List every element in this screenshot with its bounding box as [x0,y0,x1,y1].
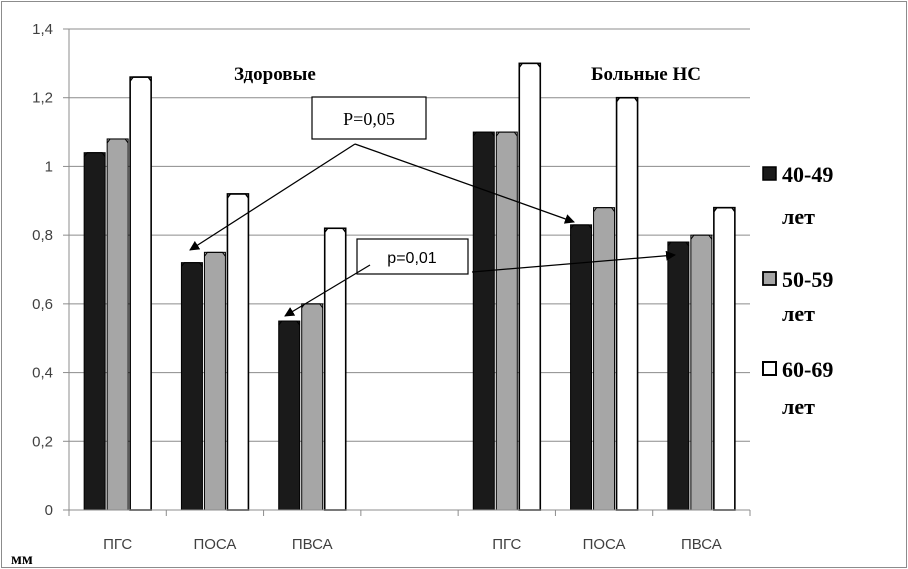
bar-top-edge [83,152,106,157]
x-category-label: ПВСА [292,536,333,553]
legend-label-40-49-line1: 40-49 [782,162,833,187]
bar [615,96,639,511]
y-tick-label: 1,4 [32,21,53,38]
bar-top-edge [593,207,615,212]
bar-top-edge [713,206,736,213]
annotation-p001-arrow-right [471,250,676,273]
x-category-label: ПВСА [681,536,722,553]
legend-label-40-49-line2: лет [782,204,815,229]
legend-label-50-59-line1: 50-59 [782,267,833,292]
bar [83,152,106,511]
bar [593,207,616,511]
bar [713,206,736,511]
bar [301,303,324,511]
annotation-p001-text: p=0,01 [387,250,436,267]
bar-top-edge [472,131,495,137]
annotation-p005-arrow-right [354,143,575,224]
bar [667,241,690,511]
x-category-label: ПОСА [193,536,236,553]
bar-top-edge [106,138,129,144]
x-axis-labels: ПГС ПОСА ПВСА ПГС ПОСА ПВСА [103,536,722,553]
bar [278,320,301,511]
annotation-p005: P=0,05 [189,96,575,251]
bar [180,262,203,511]
annotation-p005-text: P=0,05 [343,109,395,129]
annotation-p005-arrow-left [189,143,356,251]
bar [495,131,518,511]
bar-top-edge [495,131,518,137]
y-tick-label: 0,6 [32,296,53,313]
annotation-p001-arrow-left [284,264,371,317]
legend-item-40-49: 40-49 лет [762,162,839,229]
legend-label-60-69-line2: лет [782,394,815,419]
bar-top-edge [181,262,203,267]
bar-top-edge [518,62,541,68]
y-tick-label: 1,2 [32,90,53,107]
y-tick-label: 0 [45,502,53,519]
legend-label-40-49: 40-49 лет [782,162,839,229]
gridlines [69,28,750,442]
x-category-label: ПГС [103,536,132,553]
group-label-healthy: Здоровые [234,64,316,85]
bars [83,62,736,511]
y-tick-label: 0,8 [32,227,53,244]
annotation-p001: p=0,01 [284,238,676,317]
bar [129,76,152,511]
bar-top-edge [301,303,324,309]
bar [106,138,129,511]
bar [472,131,495,511]
bar [518,62,542,511]
bar-top-edge [226,193,249,199]
bar-top-edge [324,227,347,233]
legend: 40-49 лет 50-59 лет 60-69 лет [762,162,839,419]
bar [203,251,226,511]
bar [690,234,713,511]
bar-top-edge [570,224,592,230]
bar-top-edge [129,76,152,82]
axes [68,29,751,516]
legend-label-60-69-line1: 60-69 [782,357,833,382]
bar-top-edge [278,320,301,326]
y-axis-unit-label: мм [11,551,33,567]
annotation-p005-box [311,96,427,140]
legend-label-60-69: 60-69 лет [782,357,839,419]
bar [570,224,593,511]
bar [226,193,250,511]
y-tick-label: 1 [45,158,53,175]
legend-label-50-59-line2: лет [782,301,815,326]
legend-swatch-60-69 [762,361,777,376]
y-axis-ticks: 0 0,2 0,4 0,6 0,8 1 1,2 1,4 [32,21,69,519]
x-category-label: ПОСА [583,536,626,553]
legend-item-50-59: 50-59 лет [762,267,839,326]
annotation-p001-box [356,238,469,275]
legend-swatch-50-59 [762,271,777,286]
y-tick-label: 0,2 [32,433,53,450]
bar [323,227,347,511]
legend-item-60-69: 60-69 лет [762,357,839,419]
legend-label-50-59: 50-59 лет [782,267,839,326]
bar-top-edge [690,234,713,240]
x-category-label: ПГС [492,536,521,553]
legend-swatch-40-49 [762,166,777,181]
bar-top-edge [667,241,690,247]
group-label-patients: Больные НС [591,64,701,85]
y-tick-label: 0,4 [32,365,53,382]
bar-top-edge [204,251,226,257]
bar-top-edge [616,97,639,103]
